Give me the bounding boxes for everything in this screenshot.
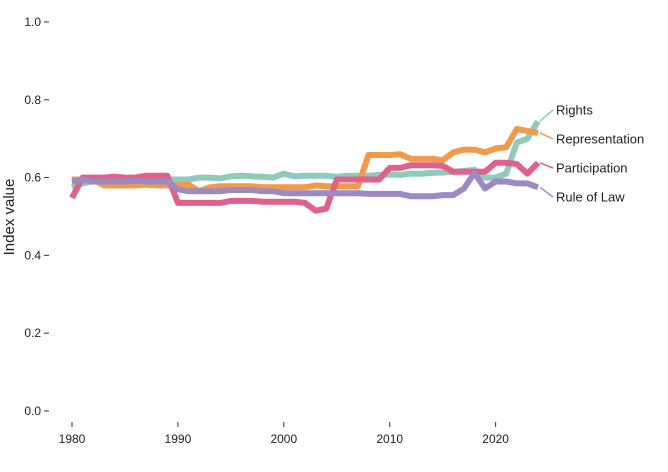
y-tick-label: 0.8 (24, 93, 41, 107)
legend: Rights Representation Participation Rule of… (539, 103, 644, 205)
series-line-rule-of-law (71, 169, 540, 200)
leader-line (539, 109, 554, 122)
x-tick-label: 2000 (270, 432, 297, 446)
x-tick-label: 2010 (376, 432, 403, 446)
y-tick-label: 1.0 (24, 15, 41, 29)
legend-label-participation: Participation (556, 161, 628, 176)
legend-label-rights: Rights (556, 103, 593, 118)
y-axis: 0.0 0.2 0.4 0.6 0.8 1.0 (24, 15, 49, 418)
y-tick-label: 0.0 (24, 404, 41, 418)
y-tick-label: 0.4 (24, 248, 41, 262)
x-tick-label: 1990 (165, 432, 192, 446)
series-line-representation (72, 126, 539, 195)
series-line-participation (69, 159, 541, 214)
legend-label-representation: Representation (556, 132, 644, 147)
x-tick-label: 1980 (59, 432, 86, 446)
series-lines (69, 119, 541, 214)
x-tick-label: 2020 (482, 432, 509, 446)
y-tick-label: 0.6 (24, 171, 41, 185)
leader-line (539, 132, 554, 140)
y-tick-label: 0.2 (24, 326, 41, 340)
legend-label-rule-of-law: Rule of Law (556, 190, 625, 205)
leader-line (539, 162, 554, 169)
x-axis: 1980 1990 2000 2010 2020 (59, 422, 509, 446)
y-axis-title: Index value (1, 179, 18, 256)
leader-line (539, 186, 554, 198)
